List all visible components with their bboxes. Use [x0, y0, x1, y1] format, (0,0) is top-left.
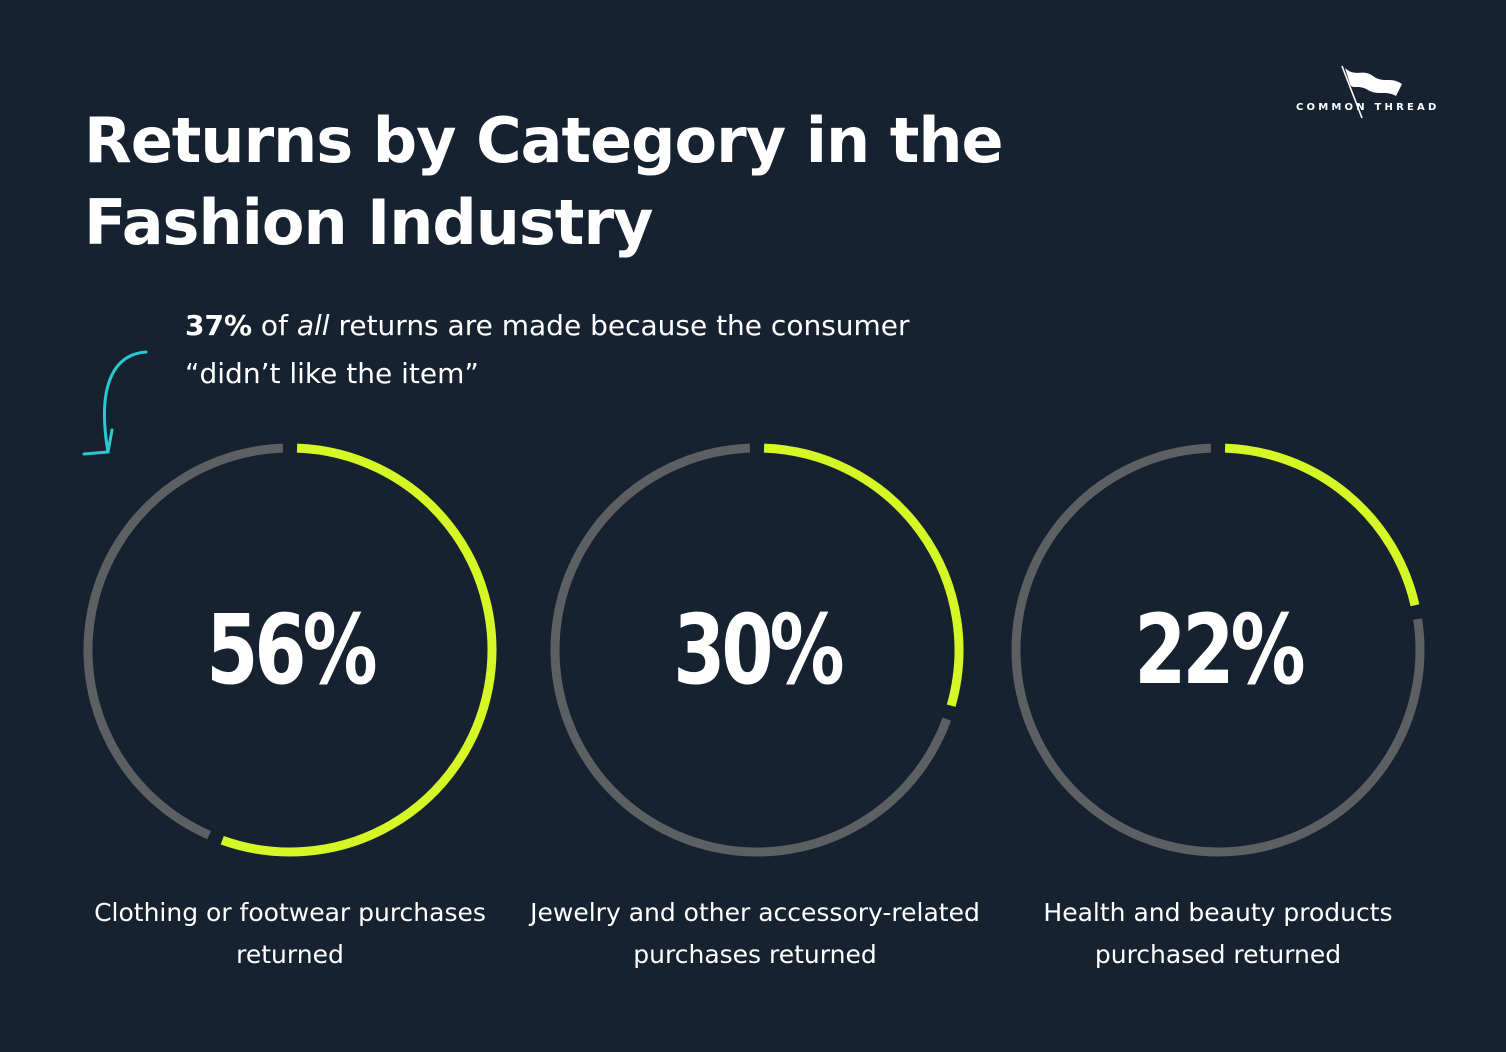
donut-remainder-1: [550, 443, 952, 857]
callout-pre: of: [252, 309, 297, 342]
page-title: Returns by Category in the Fashion Indus…: [84, 104, 1004, 259]
donut-chart-2: 22%: [1008, 440, 1428, 860]
donut-chart-1: 30%: [547, 440, 967, 860]
donut-arc-0: [220, 443, 497, 857]
curved-arrow-icon: [82, 350, 148, 456]
callout-bold: 37%: [185, 309, 253, 342]
donut-value-2: 22%: [1134, 594, 1305, 706]
donut-value-1: 30%: [673, 594, 844, 706]
brand-name: COMMON THREAD: [1296, 102, 1440, 113]
donut-chart-0: 56%: [80, 440, 500, 860]
callout-post: returns are made because the consumer “d…: [185, 309, 910, 390]
brand-logo: COMMON THREAD: [1290, 62, 1460, 132]
donut-caption-2: Health and beauty products purchased ret…: [1043, 898, 1393, 969]
callout-text: 37% of all returns are made because the …: [185, 302, 945, 398]
donut-remainder-2: [1011, 443, 1425, 857]
flag-icon: [1341, 65, 1402, 119]
donut-arc-2: [1224, 443, 1420, 607]
donut-remainder-0: [83, 443, 284, 840]
callout-italic: all: [296, 309, 330, 342]
donut-arc-1: [763, 443, 964, 707]
donut-caption-1: Jewelry and other accessory-related purc…: [530, 898, 980, 969]
donut-caption-0: Clothing or footwear purchases returned: [94, 898, 486, 969]
donut-value-0: 56%: [206, 594, 377, 706]
